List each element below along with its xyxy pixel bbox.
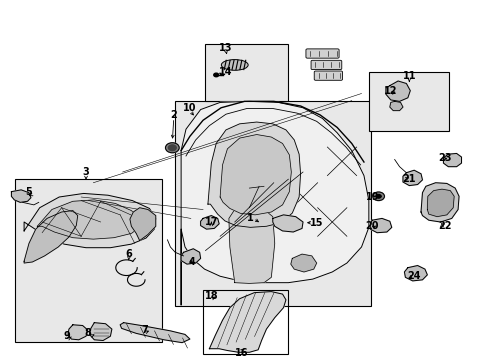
Text: 18: 18 <box>204 291 218 301</box>
Polygon shape <box>209 292 285 352</box>
Polygon shape <box>443 153 461 167</box>
Text: 14: 14 <box>219 67 232 77</box>
Text: 1: 1 <box>246 213 253 224</box>
Bar <box>205 44 288 101</box>
Polygon shape <box>120 323 189 343</box>
Polygon shape <box>427 189 453 217</box>
Polygon shape <box>24 211 78 263</box>
Polygon shape <box>220 135 291 215</box>
Polygon shape <box>385 81 409 102</box>
Circle shape <box>372 192 384 201</box>
Polygon shape <box>207 122 300 228</box>
Text: 13: 13 <box>219 43 232 53</box>
Circle shape <box>375 194 380 198</box>
FancyBboxPatch shape <box>314 71 342 80</box>
Polygon shape <box>89 323 112 341</box>
Text: 7: 7 <box>141 325 147 335</box>
Bar <box>368 72 448 131</box>
Polygon shape <box>404 266 427 281</box>
Text: 8: 8 <box>84 328 91 338</box>
Text: 15: 15 <box>310 218 323 228</box>
Polygon shape <box>24 193 156 248</box>
Text: 5: 5 <box>25 186 32 197</box>
Polygon shape <box>272 215 303 232</box>
Text: 4: 4 <box>188 257 195 267</box>
Polygon shape <box>228 208 274 283</box>
Circle shape <box>213 73 218 77</box>
Polygon shape <box>37 200 141 239</box>
FancyBboxPatch shape <box>305 49 338 58</box>
Text: 19: 19 <box>365 192 378 202</box>
Polygon shape <box>290 254 316 272</box>
FancyBboxPatch shape <box>310 60 341 69</box>
Polygon shape <box>181 249 200 264</box>
Text: 12: 12 <box>383 86 397 96</box>
Text: 16: 16 <box>235 348 248 358</box>
Polygon shape <box>200 216 219 229</box>
Text: 24: 24 <box>407 270 420 280</box>
Text: 17: 17 <box>204 217 218 227</box>
Text: 23: 23 <box>438 153 451 163</box>
Bar <box>203 290 288 354</box>
Text: 6: 6 <box>125 249 132 259</box>
Polygon shape <box>11 190 31 202</box>
Bar <box>175 101 370 306</box>
Polygon shape <box>130 208 156 240</box>
Circle shape <box>165 143 179 153</box>
Polygon shape <box>402 170 422 186</box>
Text: 9: 9 <box>63 330 70 341</box>
Text: 10: 10 <box>183 103 196 113</box>
Polygon shape <box>369 219 391 233</box>
Text: 20: 20 <box>365 221 378 230</box>
Polygon shape <box>389 102 402 111</box>
Polygon shape <box>420 183 458 222</box>
Text: 22: 22 <box>438 221 451 231</box>
Text: 2: 2 <box>170 110 177 120</box>
Ellipse shape <box>221 60 247 70</box>
Bar <box>15 179 161 342</box>
Polygon shape <box>181 102 368 305</box>
Polygon shape <box>68 325 87 340</box>
Text: 21: 21 <box>402 174 415 184</box>
Text: 3: 3 <box>82 167 89 177</box>
Circle shape <box>168 145 176 150</box>
Text: 11: 11 <box>402 71 415 81</box>
